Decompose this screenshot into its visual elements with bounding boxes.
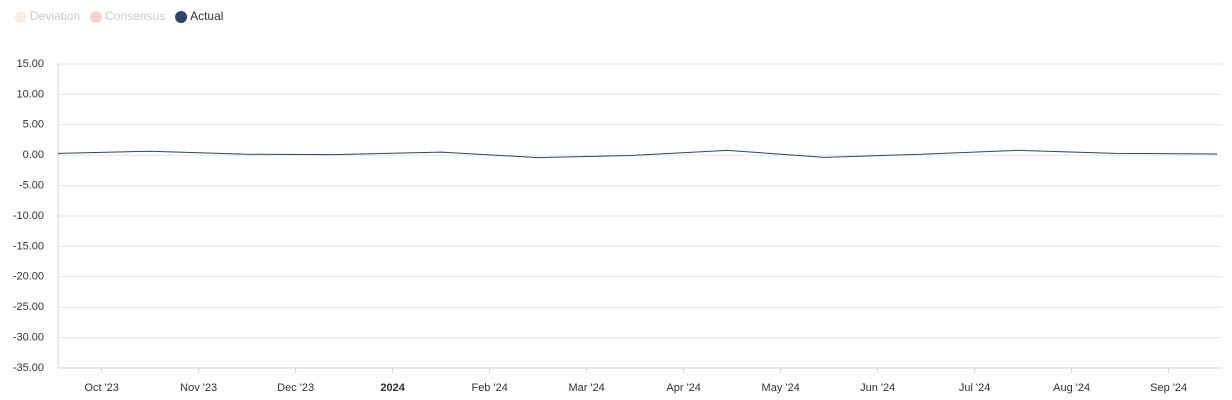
legend-label: Deviation (30, 9, 80, 23)
y-tick-label: -35.00 (13, 362, 44, 374)
x-tick-label: Jun '24 (860, 382, 895, 394)
legend-marker (175, 11, 188, 23)
x-tick-label: Jul '24 (959, 382, 990, 394)
legend-item[interactable]: Deviation (15, 9, 80, 23)
series-line (57, 149, 1218, 159)
x-tick-label: Apr '24 (666, 382, 701, 394)
y-tick-label: 10.00 (16, 88, 44, 100)
x-tick-label: Feb '24 (471, 382, 507, 394)
y-tick-label: 5.00 (23, 119, 44, 131)
y-tick-label: -30.00 (13, 332, 44, 344)
y-tick-label: 15.00 (16, 58, 44, 70)
x-tick-label: Nov '23 (180, 382, 217, 394)
legend-item[interactable]: Actual (175, 9, 223, 23)
legend-label: Actual (190, 9, 223, 23)
y-tick-label: -10.00 (13, 210, 44, 222)
x-tick-label: 2024 (380, 382, 405, 394)
x-tick-label: Aug '24 (1053, 382, 1090, 394)
x-tick-label: Sep '24 (1150, 382, 1187, 394)
legend-marker (90, 11, 103, 23)
x-tick-label: Mar '24 (568, 382, 604, 394)
y-tick-label: -25.00 (13, 301, 44, 313)
legend-marker (15, 11, 27, 23)
y-tick-label: 0.00 (23, 149, 44, 161)
x-tick-label: Dec '23 (277, 382, 314, 394)
legend-label: Consensus (105, 9, 165, 23)
x-tick-label: Oct '23 (84, 382, 119, 394)
x-tick-label: May '24 (762, 382, 800, 394)
y-tick-label: -20.00 (13, 271, 44, 283)
legend-item[interactable]: Consensus (90, 9, 165, 23)
y-tick-label: -15.00 (13, 240, 44, 252)
y-tick-label: -5.00 (19, 180, 44, 192)
